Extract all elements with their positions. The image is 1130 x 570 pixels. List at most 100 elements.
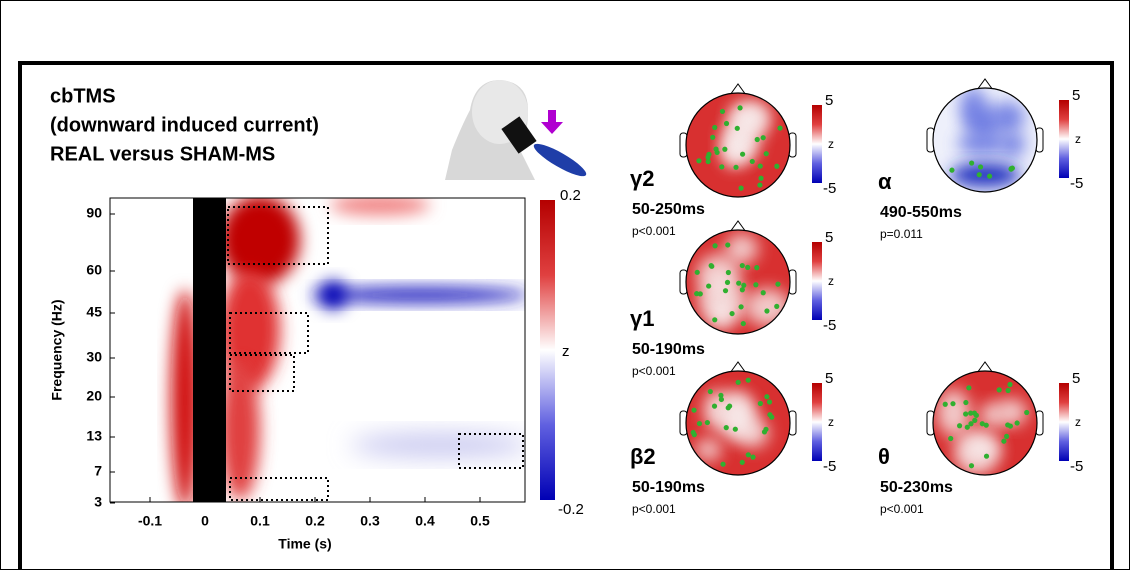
time-window: 50-190ms [632, 479, 705, 496]
colorbar [812, 105, 822, 183]
blob [730, 104, 770, 138]
topoplot [926, 78, 1044, 193]
electrode [720, 461, 726, 467]
electrode [704, 419, 710, 426]
head-illustration [445, 80, 587, 180]
electrode [706, 151, 712, 157]
electrode [705, 158, 711, 165]
x-tick-label: 0.4 [415, 513, 435, 529]
p-value: p<0.001 [632, 502, 676, 516]
electrode [963, 399, 969, 406]
electrode [763, 151, 769, 157]
time-window: 50-250ms [632, 201, 705, 218]
electrode [691, 407, 697, 413]
head-outline [685, 92, 791, 198]
electrode [718, 396, 725, 403]
y-axis-label: Frequency (Hz) [49, 299, 65, 400]
electrode [996, 387, 1002, 393]
colorbar [812, 242, 822, 320]
p-value: p=0.011 [880, 227, 923, 241]
head-map [933, 371, 1037, 475]
colorbar-max: 5 [825, 92, 833, 109]
electrode [739, 262, 745, 269]
electrode [757, 182, 763, 188]
band-label: β2 [630, 444, 656, 469]
title-line: (downward induced current) [50, 114, 319, 136]
electrode [1007, 381, 1013, 388]
electrode [711, 403, 718, 409]
electrode [723, 120, 730, 127]
nose [976, 78, 994, 91]
y-tick-label: 90 [86, 205, 102, 221]
band-label: θ [878, 444, 890, 469]
y-tick-label: 3 [94, 494, 102, 510]
electrode [749, 158, 755, 165]
x-tick-label: 0.5 [470, 513, 490, 529]
electrode [1004, 433, 1010, 439]
electrode [734, 125, 740, 131]
electrode [767, 412, 773, 418]
topoplot [679, 361, 797, 476]
nose [729, 83, 747, 96]
electrode [983, 453, 990, 459]
electrode [736, 280, 742, 286]
electrode [966, 385, 972, 391]
electrode [968, 410, 974, 416]
y-tick-label: 45 [86, 304, 102, 320]
electrode [964, 424, 970, 430]
electrode [760, 135, 766, 141]
electrode [977, 164, 984, 170]
colorbar [1059, 100, 1069, 178]
colorbar-min: -5 [823, 458, 836, 475]
electrode [757, 400, 763, 407]
electrode [739, 459, 745, 465]
blob [950, 163, 1020, 187]
electrode [723, 425, 729, 431]
topoplot [679, 83, 797, 198]
blob [695, 438, 722, 461]
colorbar-label: z [828, 137, 834, 151]
colorbar [812, 383, 822, 461]
electrode [950, 401, 956, 407]
colorbar-max: 5 [825, 370, 833, 387]
colorbar [1059, 383, 1069, 461]
electrode [739, 287, 745, 293]
electrode [976, 172, 982, 178]
colorbar-label: z [562, 343, 570, 360]
colorbar [540, 200, 555, 500]
electrode [722, 146, 728, 152]
electrode [745, 377, 751, 383]
electrode [725, 242, 731, 248]
panel-frame [18, 61, 1114, 570]
electrode [1005, 387, 1011, 394]
colorbar-label: z [1075, 415, 1081, 429]
colorbar-label: z [828, 415, 834, 429]
nose [729, 361, 747, 374]
y-tick-label: 13 [86, 428, 102, 444]
electrode [754, 136, 760, 143]
topoplot [926, 361, 1044, 476]
electrode [986, 173, 993, 179]
electrode [706, 283, 712, 289]
electrode [732, 426, 738, 432]
electrode [729, 310, 735, 317]
x-tick-label: 0.1 [250, 513, 270, 529]
head-outline [932, 370, 1038, 476]
colorbar-max: 5 [825, 229, 833, 246]
electrode [969, 160, 975, 166]
colorbar-label: z [828, 274, 834, 288]
blob [696, 254, 740, 295]
electrode [973, 412, 979, 418]
head-map [686, 230, 790, 334]
y-tick-label: 7 [94, 463, 102, 479]
x-axis-label: Time (s) [278, 536, 331, 552]
electrode [1024, 409, 1030, 416]
electrode [710, 134, 716, 140]
p-value: p<0.001 [632, 364, 676, 378]
electrode [727, 403, 733, 409]
colorbar-max: 5 [1072, 370, 1080, 387]
electrode [712, 317, 718, 323]
electrode [724, 279, 731, 285]
p-value: p<0.001 [632, 224, 676, 238]
electrode [760, 290, 766, 296]
